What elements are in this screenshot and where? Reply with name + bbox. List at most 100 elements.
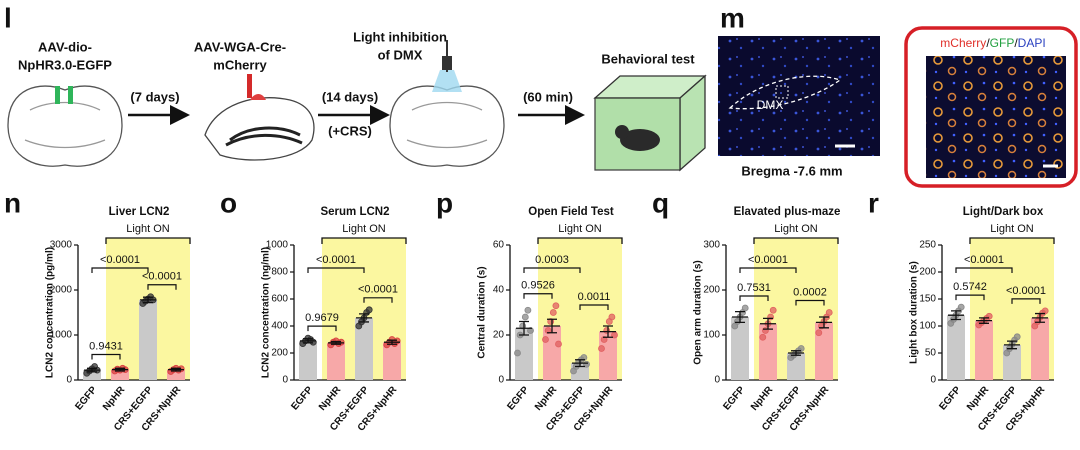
- light-on-label: Light ON: [342, 223, 385, 235]
- y-tick-label: 400: [271, 321, 288, 332]
- y-tick-label: 200: [703, 285, 720, 296]
- step-label: Light inhibition: [353, 29, 447, 44]
- y-axis-label: LCN2 concentration (ng/ml): [261, 247, 272, 378]
- data-point: [1041, 307, 1049, 315]
- y-tick-label: 50: [925, 348, 937, 359]
- x-tick-label: EGFP: [289, 384, 315, 412]
- data-point: [1013, 333, 1021, 341]
- y-tick-label: 1000: [266, 240, 289, 251]
- x-tick-label: EGFP: [73, 384, 99, 412]
- p-value: <0.0001: [358, 284, 398, 296]
- x-tick-label: NpHR: [965, 384, 992, 413]
- y-tick-label: 3000: [50, 240, 73, 251]
- data-point: [365, 306, 373, 314]
- light-on-label: Light ON: [990, 223, 1033, 235]
- data-point: [544, 327, 552, 334]
- data-point: [741, 304, 749, 312]
- error-bar: [1004, 340, 1020, 350]
- p-value: 0.7531: [737, 282, 771, 294]
- light-on-bar: [753, 237, 839, 244]
- y-tick-label: 2000: [50, 285, 73, 296]
- p-value: 0.9431: [89, 340, 123, 352]
- bar: [731, 317, 749, 380]
- p-value: 0.9679: [305, 312, 339, 324]
- data-point: [600, 336, 608, 343]
- error-bar: [816, 316, 832, 329]
- comparison-bracket: [91, 353, 121, 360]
- comparison-bracket: [579, 304, 609, 310]
- chart-title: Serum LCN2: [320, 206, 389, 218]
- error-bar: [600, 325, 616, 338]
- error-bar: [384, 339, 400, 345]
- data-point: [759, 333, 767, 341]
- y-tick-label: 600: [271, 294, 288, 305]
- bar: [139, 299, 157, 380]
- panel-letter: r: [868, 187, 879, 218]
- data-point: [527, 327, 534, 334]
- bar: [167, 369, 185, 380]
- y-axis-label: Central duration (s): [477, 266, 488, 358]
- step-label: of DMX: [378, 47, 423, 62]
- x-tick-label: NpHR: [317, 384, 344, 413]
- error-bar: [760, 317, 776, 330]
- bar: [299, 340, 317, 380]
- y-axis-label: LCN2 concentration (pg/ml): [45, 247, 56, 378]
- panel-letter: o: [220, 187, 237, 218]
- data-point: [825, 309, 833, 316]
- step-label: (7 days): [130, 89, 179, 104]
- p-value: 0.0011: [578, 291, 611, 303]
- y-axis-label: Open arm duration (s): [693, 260, 704, 364]
- comparison-bracket: [955, 267, 1013, 273]
- data-point: [957, 303, 965, 311]
- data-point: [608, 313, 616, 321]
- comparison-bracket: [523, 267, 581, 273]
- light-on-bar: [321, 237, 407, 244]
- error-bar: [1032, 312, 1048, 323]
- data-point: [521, 313, 529, 321]
- panel-letter: m: [720, 2, 745, 33]
- y-tick-label: 1000: [50, 330, 73, 341]
- test-box: [593, 74, 707, 172]
- error-bar: [328, 340, 344, 345]
- data-point: [598, 345, 605, 352]
- brain-section: [7, 85, 123, 167]
- comparison-bracket: [307, 267, 365, 273]
- comparison-bracket: [795, 299, 825, 306]
- comparison-bracket: [739, 295, 769, 301]
- panel-letter: n: [4, 187, 21, 218]
- p-value: 0.0002: [793, 286, 827, 298]
- comparison-bracket: [91, 267, 149, 273]
- error-bar: [948, 310, 964, 321]
- light-on-bar: [105, 237, 191, 244]
- y-axis-label: Light box duration (s): [909, 261, 920, 364]
- step-label: (60 min): [523, 89, 573, 104]
- data-point: [514, 349, 521, 357]
- panel-letter: q: [652, 187, 669, 218]
- bar: [947, 315, 965, 380]
- y-tick-label: 60: [493, 240, 505, 251]
- panel-letter: l: [4, 2, 12, 33]
- y-tick-label: 250: [919, 240, 936, 251]
- error-bar: [572, 359, 588, 368]
- step-label: NpHR3.0-EGFP: [18, 57, 112, 72]
- data-point: [555, 340, 562, 348]
- mouse-head: [204, 74, 315, 161]
- y-tick-label: 20: [493, 330, 505, 341]
- y-tick-label: 800: [271, 267, 288, 278]
- error-bar: [300, 338, 316, 344]
- error-bar: [168, 367, 184, 372]
- error-bar: [356, 313, 372, 323]
- step-label: Behavioral test: [601, 51, 695, 66]
- stain-sep: /: [986, 36, 990, 50]
- error-bar: [516, 320, 532, 336]
- comparison-bracket: [523, 293, 553, 299]
- zoom-image: [926, 56, 1066, 178]
- comparison-bracket: [307, 325, 337, 332]
- p-value: 0.0003: [535, 254, 569, 266]
- light-on-bar: [537, 237, 623, 244]
- error-bar: [84, 367, 100, 373]
- y-tick-label: 100: [919, 321, 936, 332]
- y-tick-label: 0: [282, 375, 288, 386]
- stain: mCherry: [940, 36, 986, 50]
